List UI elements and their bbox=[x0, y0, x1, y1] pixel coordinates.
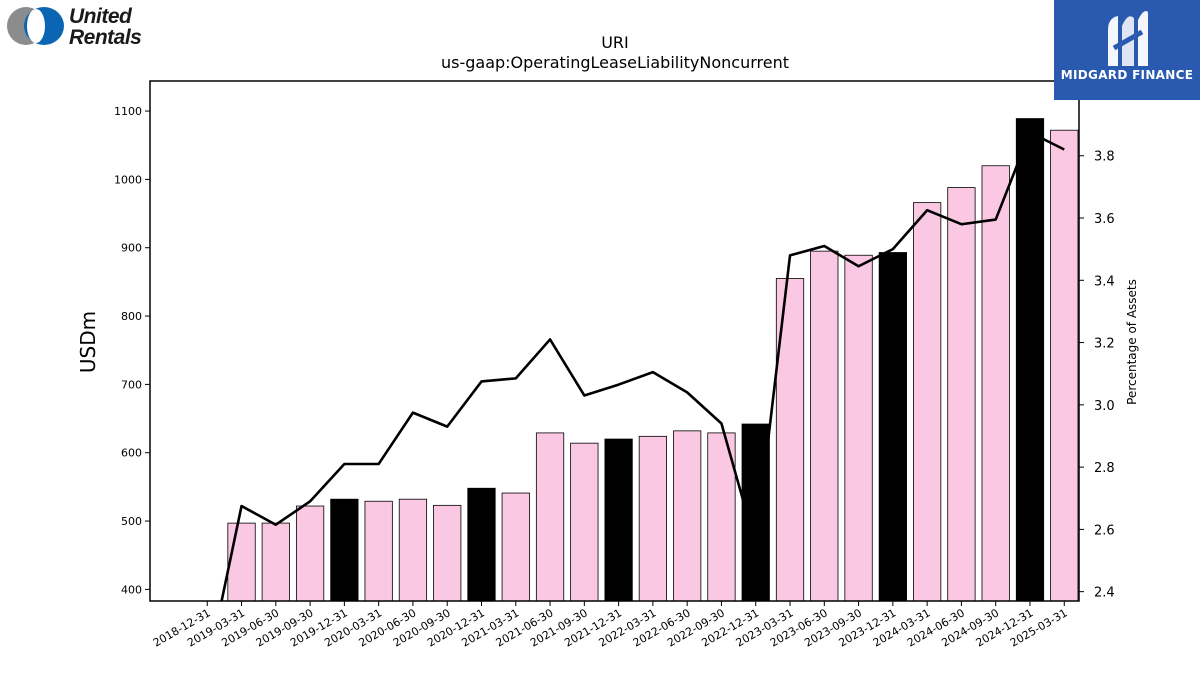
bar-2023-12-31 bbox=[878, 252, 907, 602]
chart-title: URI bbox=[601, 33, 629, 52]
bar-2021-03-31 bbox=[501, 492, 530, 602]
bar-2024-03-31 bbox=[913, 202, 942, 602]
y-axis-label: USDm bbox=[76, 311, 100, 373]
bar-2021-09-30 bbox=[570, 442, 599, 602]
logo-word-line2: Rentals bbox=[69, 26, 142, 49]
plot-frame bbox=[149, 80, 1080, 602]
y-tick-label-1100: 1100 bbox=[114, 105, 142, 118]
bar-2019-03-31 bbox=[227, 522, 256, 602]
bar-2022-06-30 bbox=[673, 430, 702, 602]
bar-2022-03-31 bbox=[638, 435, 667, 602]
y2-axis-label: Percentage of Assets bbox=[1125, 279, 1139, 405]
bar-2020-12-31 bbox=[467, 487, 496, 602]
y2-tick-label-2.8: 2.8 bbox=[1094, 461, 1115, 476]
bar-2024-09-30 bbox=[981, 165, 1010, 602]
y2-tick-label-3.2: 3.2 bbox=[1094, 337, 1115, 352]
line-layer bbox=[220, 131, 1065, 601]
y2-tick-label-3.8: 3.8 bbox=[1094, 150, 1115, 165]
y-tick-label-500: 500 bbox=[121, 515, 142, 528]
bar-2021-12-31 bbox=[604, 438, 633, 602]
united-rentals-logo: United Rentals bbox=[6, 4, 156, 50]
chart-subtitle: us-gaap:OperatingLeaseLiabilityNoncurren… bbox=[441, 53, 789, 72]
bars-layer bbox=[227, 118, 1079, 602]
midgard-finance-logo: MIDGARD FINANCE bbox=[1054, 0, 1200, 100]
logo-word-line1: United bbox=[69, 5, 132, 28]
y2-tick-label-3.0: 3.0 bbox=[1094, 399, 1115, 414]
y2-tick-label-3.6: 3.6 bbox=[1094, 212, 1115, 227]
united-rentals-mark-icon bbox=[7, 7, 64, 45]
bar-2023-09-30 bbox=[844, 254, 873, 602]
bar-2019-09-30 bbox=[295, 505, 325, 602]
y-tick-label-600: 600 bbox=[121, 447, 142, 460]
y2-tick-label-2.4: 2.4 bbox=[1094, 586, 1115, 601]
y-tick-label-900: 900 bbox=[121, 242, 142, 255]
bar-2024-06-30 bbox=[947, 187, 976, 602]
bar-2023-06-30 bbox=[810, 250, 839, 602]
bar-2019-12-31 bbox=[330, 498, 359, 602]
y2-tick-label-3.4: 3.4 bbox=[1094, 274, 1115, 289]
y-tick-label-400: 400 bbox=[121, 583, 142, 596]
y-tick-label-800: 800 bbox=[121, 310, 142, 323]
bar-2021-06-30 bbox=[535, 432, 565, 602]
y2-tick-label-2.6: 2.6 bbox=[1094, 523, 1115, 538]
bar-2024-12-31 bbox=[1015, 118, 1045, 602]
y-tick-label-700: 700 bbox=[121, 378, 142, 391]
bar-2020-09-30 bbox=[433, 504, 462, 602]
midgard-name: MIDGARD FINANCE bbox=[1060, 68, 1194, 82]
bar-2020-06-30 bbox=[398, 498, 428, 602]
bar-2022-09-30 bbox=[707, 432, 736, 602]
line-percentage-of-assets bbox=[220, 131, 1065, 601]
bar-2019-06-30 bbox=[261, 522, 290, 602]
y-tick-label-1000: 1000 bbox=[114, 173, 142, 186]
bar-2025-03-31 bbox=[1050, 129, 1079, 602]
bar-2020-03-31 bbox=[364, 500, 393, 602]
midgard-mark-icon bbox=[1108, 11, 1148, 66]
